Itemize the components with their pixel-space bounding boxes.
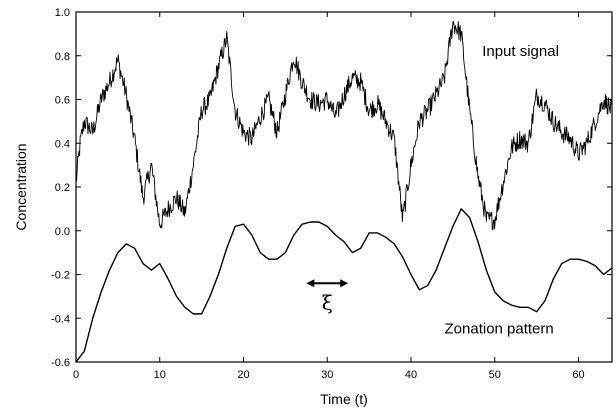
- x-axis-title: Time (t): [320, 391, 368, 407]
- x-tick-label: 60: [572, 369, 584, 381]
- series-layer: [75, 21, 613, 363]
- plot-area: 0 10 20 30 40 50 60 -0.6 -0.4 -0.2 0.0 0.2 0.4 0.6 0.8…: [51, 7, 613, 381]
- zonation-pattern-label: Zonation pattern: [445, 321, 554, 338]
- x-tick-label: 50: [489, 369, 501, 381]
- y-tick-label: 0.4: [55, 138, 70, 150]
- y-tick-label: 0.6: [55, 95, 70, 107]
- x-tick-label: 30: [321, 369, 333, 381]
- x-tick-label: 40: [405, 369, 417, 381]
- y-tick-label: 0.2: [55, 182, 70, 194]
- input-signal-line: [75, 21, 613, 231]
- y-tick-label: 0.0: [55, 226, 70, 238]
- y-tick-label: 0.8: [55, 51, 70, 63]
- tick-marks: [75, 11, 612, 363]
- xi-label: ξ: [322, 291, 333, 315]
- tick-labels: 0 10 20 30 40 50 60 -0.6 -0.4 -0.2 0.0 0.2 0.4 0.6 0.8…: [51, 7, 585, 381]
- x-tick-label: 0: [73, 369, 79, 381]
- y-tick-label: 1.0: [55, 7, 70, 19]
- y-axis-title: Concentration: [13, 143, 29, 230]
- y-tick-label: -0.6: [51, 357, 70, 369]
- xi-arrow-right-head: [340, 279, 349, 288]
- y-tick-label: -0.2: [51, 270, 70, 282]
- xi-arrow-left-head: [306, 279, 315, 288]
- x-tick-label: 10: [154, 369, 166, 381]
- annotation-layer: Input signal Zonation pattern ξ: [306, 43, 559, 338]
- zonation-pattern-line: [75, 208, 613, 363]
- y-tick-label: -0.4: [51, 313, 70, 325]
- input-signal-label: Input signal: [482, 43, 559, 60]
- x-tick-label: 20: [237, 369, 249, 381]
